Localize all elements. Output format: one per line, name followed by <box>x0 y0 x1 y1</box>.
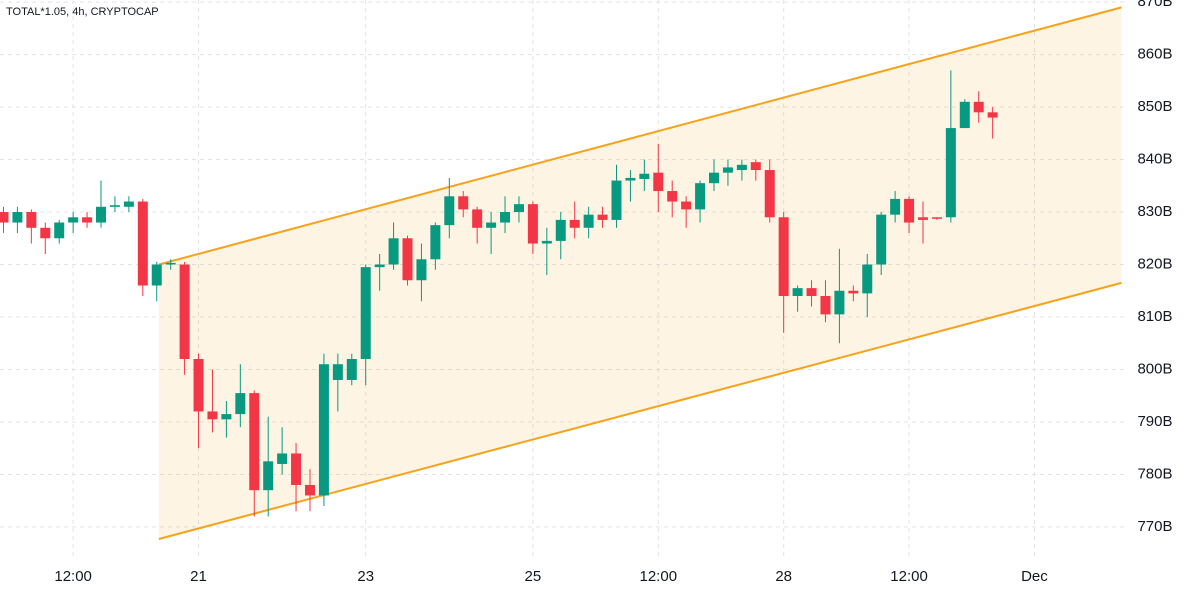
candle-body <box>151 264 162 286</box>
candle-body <box>820 296 831 315</box>
x-tick-label: Dec <box>1021 568 1048 585</box>
candle-body <box>458 196 469 210</box>
y-tick-label: 830B <box>1137 203 1172 220</box>
candle-body <box>235 393 246 415</box>
candle-body <box>959 101 970 129</box>
candle-body <box>263 461 274 491</box>
candle-body <box>82 217 93 223</box>
candle-body <box>848 290 859 294</box>
candle-body <box>430 225 441 260</box>
candle-body <box>123 201 134 207</box>
candle-body <box>291 453 302 485</box>
candle-body <box>862 264 873 294</box>
x-tick-label: 21 <box>190 568 207 585</box>
y-tick-label: 800B <box>1137 360 1172 377</box>
candle-body <box>472 209 483 228</box>
y-tick-label: 840B <box>1137 151 1172 168</box>
candle-body <box>179 264 190 359</box>
candle-body <box>597 214 608 220</box>
candle-body <box>555 219 566 241</box>
candle-body <box>917 217 928 220</box>
candle-body <box>332 364 343 380</box>
candle-body <box>987 112 998 118</box>
x-tick-label: 25 <box>525 568 542 585</box>
candle-body <box>792 288 803 297</box>
x-tick-label: 12:00 <box>640 568 678 585</box>
candle-body <box>945 128 956 218</box>
candle-body <box>486 222 497 228</box>
candle-body <box>541 240 552 244</box>
y-tick-label: 820B <box>1137 255 1172 272</box>
channel-line <box>158 6 1122 266</box>
candle-body <box>96 206 107 223</box>
candle-body <box>500 212 511 223</box>
x-tick-label: 12:00 <box>54 568 92 585</box>
candle-body <box>40 227 51 239</box>
candle-body <box>876 214 887 265</box>
y-tick-label: 790B <box>1137 413 1172 430</box>
candle-body <box>569 219 580 228</box>
candle-body <box>764 170 775 218</box>
candle-body <box>695 183 706 210</box>
candle-body <box>416 259 427 281</box>
candle-body <box>402 238 413 281</box>
x-tick-label: 12:00 <box>890 568 928 585</box>
candle-body <box>165 262 176 265</box>
candle-body <box>611 180 622 220</box>
y-tick-label: 850B <box>1137 98 1172 115</box>
candle-body <box>26 212 37 228</box>
candle-body <box>667 191 678 202</box>
candle-body <box>0 212 9 223</box>
y-tick-label: 870B <box>1137 0 1172 10</box>
candle-body <box>834 290 845 315</box>
candle-body <box>346 358 357 380</box>
candle-body <box>12 212 23 223</box>
candle-body <box>583 214 594 228</box>
candle-body <box>653 172 664 192</box>
candle-body <box>360 267 371 359</box>
candle-body <box>639 173 650 179</box>
candle-body <box>304 484 315 496</box>
candle-body <box>318 364 329 496</box>
candle-body <box>388 238 399 265</box>
chart-title: TOTAL*1.05, 4h, CRYPTOCAP <box>6 6 159 18</box>
candle-body <box>806 288 817 297</box>
candle-body <box>890 198 901 215</box>
candle-body <box>137 201 148 286</box>
y-tick-label: 810B <box>1137 308 1172 325</box>
candle-body <box>931 217 942 219</box>
x-tick-label: 23 <box>357 568 374 585</box>
candle-body <box>709 172 720 184</box>
candle-body <box>736 164 747 171</box>
x-tick-label: 28 <box>775 568 792 585</box>
candle-body <box>54 222 65 239</box>
candle-body <box>681 201 692 210</box>
candle-body <box>68 217 79 223</box>
candle-body <box>221 414 232 420</box>
y-tick-label: 860B <box>1137 46 1172 63</box>
candle-body <box>277 453 288 464</box>
candle-body <box>527 204 538 244</box>
channel-line <box>158 281 1122 540</box>
y-tick-label: 770B <box>1137 518 1172 535</box>
candle-body <box>193 358 204 412</box>
candle-body <box>625 177 636 181</box>
y-tick-label: 780B <box>1137 465 1172 482</box>
candle-body <box>249 393 260 491</box>
candle-body <box>750 162 761 171</box>
channel-fill <box>158 7 1122 540</box>
candle-body <box>722 167 733 173</box>
candle-body <box>374 264 385 268</box>
candle-body <box>207 411 218 420</box>
candle-body <box>904 198 915 223</box>
candle-body <box>109 205 120 207</box>
candle-body <box>973 101 984 113</box>
candle-body <box>444 196 455 226</box>
candle-body <box>778 217 789 297</box>
candle-body <box>513 204 524 213</box>
